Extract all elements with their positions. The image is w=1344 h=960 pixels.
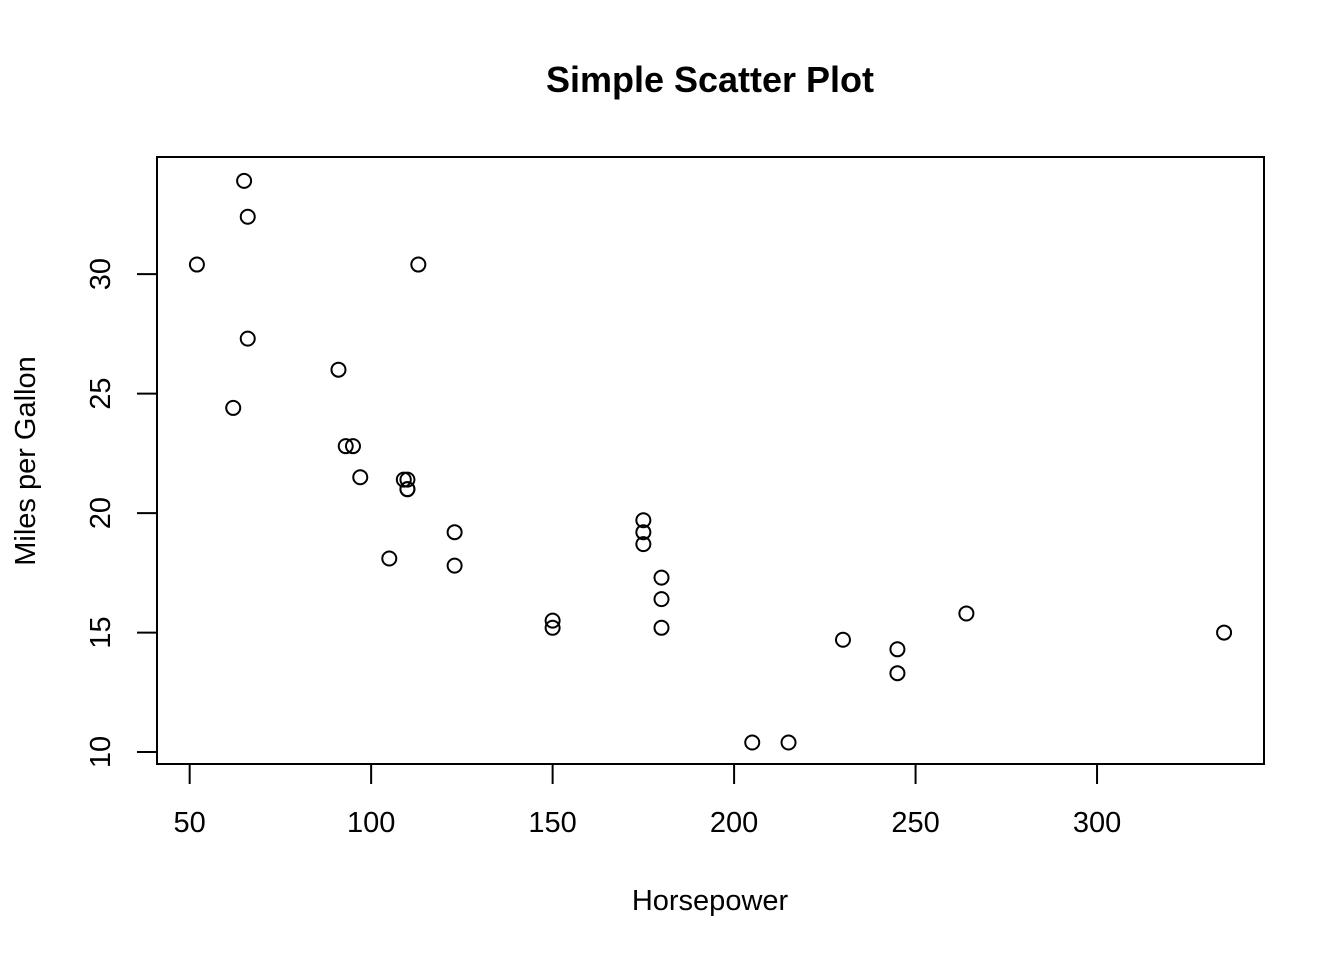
data-point [653,619,670,636]
data-point [1216,624,1233,641]
data-point [188,256,205,273]
x-tick-label: 250 [891,807,939,839]
data-point [239,208,256,225]
data-point [834,631,851,648]
data-point [889,665,906,682]
data-point [225,399,242,416]
x-axis-label: Horsepower [632,885,789,917]
y-tick-label: 25 [85,377,117,409]
chart-title: Simple Scatter Plot [546,59,874,100]
data-point [635,536,652,553]
x-tick-label: 150 [528,807,576,839]
data-point [344,438,361,455]
y-tick-label: 15 [85,616,117,648]
x-tick-label: 300 [1073,807,1121,839]
data-point [780,734,797,751]
data-point [446,524,463,541]
y-axis-label: Miles per Gallon [10,356,42,566]
data-point [337,438,354,455]
data-point [381,550,398,567]
data-point [239,330,256,347]
data-point [330,361,347,378]
data-point [635,512,652,529]
data-points [188,172,1233,751]
plot-frame [156,156,1265,765]
data-point [446,557,463,574]
data-point [635,524,652,541]
data-point [889,641,906,658]
data-point [544,612,561,629]
data-point [958,605,975,622]
y-axis: 10 15 20 25 30 [85,258,158,768]
y-tick-label: 30 [85,258,117,290]
x-axis: 50 100 150 200 250 300 [174,763,1121,839]
data-point [236,172,253,189]
x-tick-label: 50 [174,807,206,839]
x-tick-label: 100 [347,807,395,839]
data-point [399,481,416,498]
data-point [544,619,561,636]
y-tick-label: 20 [85,497,117,529]
data-point [744,734,761,751]
data-point [653,569,670,586]
data-point [410,256,427,273]
data-point [395,471,412,488]
x-tick-label: 200 [710,807,758,839]
y-tick-label: 10 [85,736,117,768]
data-point [352,469,369,486]
data-point [653,591,670,608]
